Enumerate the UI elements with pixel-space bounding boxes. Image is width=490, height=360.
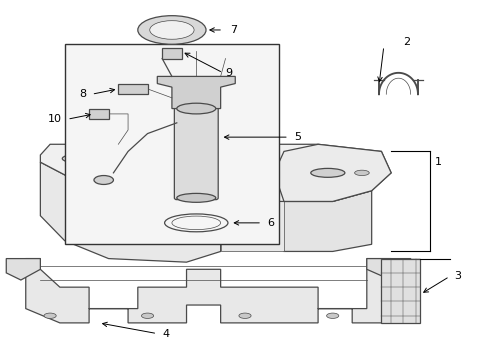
Ellipse shape	[239, 313, 251, 319]
Polygon shape	[6, 258, 40, 280]
FancyBboxPatch shape	[65, 44, 279, 244]
Polygon shape	[26, 258, 391, 323]
Text: 10: 10	[49, 114, 62, 124]
Ellipse shape	[311, 168, 345, 177]
Text: 9: 9	[225, 68, 233, 78]
Ellipse shape	[94, 176, 114, 184]
Text: 5: 5	[294, 132, 301, 142]
Polygon shape	[367, 258, 411, 280]
Polygon shape	[220, 202, 284, 251]
FancyBboxPatch shape	[174, 107, 218, 200]
Polygon shape	[40, 162, 220, 262]
Text: 2: 2	[403, 37, 411, 48]
Text: 4: 4	[162, 329, 170, 339]
Polygon shape	[274, 191, 372, 251]
Polygon shape	[89, 109, 109, 119]
Text: 6: 6	[267, 218, 274, 228]
Text: 1: 1	[435, 157, 442, 167]
Ellipse shape	[150, 21, 194, 39]
Ellipse shape	[142, 313, 154, 319]
Polygon shape	[381, 258, 420, 323]
Text: 7: 7	[230, 25, 238, 35]
Ellipse shape	[355, 170, 369, 176]
Polygon shape	[274, 144, 391, 202]
Text: 3: 3	[455, 271, 462, 282]
Ellipse shape	[62, 154, 97, 163]
Ellipse shape	[44, 313, 56, 319]
Ellipse shape	[327, 313, 339, 319]
Polygon shape	[40, 144, 391, 202]
Ellipse shape	[152, 156, 201, 168]
Ellipse shape	[177, 193, 216, 202]
Polygon shape	[157, 76, 235, 109]
Ellipse shape	[177, 103, 216, 114]
Ellipse shape	[138, 16, 206, 44]
Text: 8: 8	[79, 89, 87, 99]
Polygon shape	[162, 48, 182, 59]
Polygon shape	[118, 84, 147, 94]
